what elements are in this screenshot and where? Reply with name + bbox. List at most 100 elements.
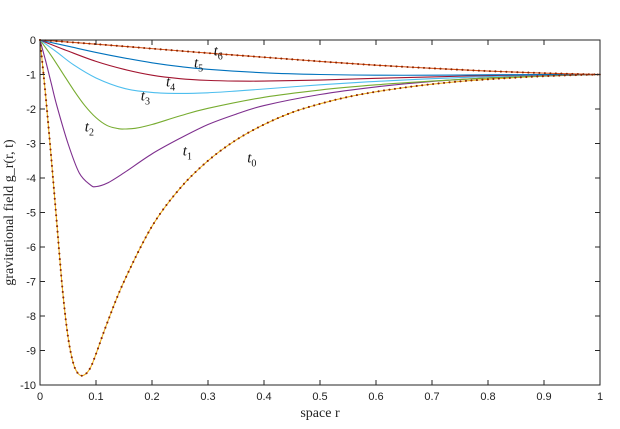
series-marker-t6 xyxy=(527,71,530,74)
series-marker-t6 xyxy=(576,72,579,76)
series-marker-t0 xyxy=(410,85,413,88)
series-marker-t0 xyxy=(252,129,255,132)
series-line-t3 xyxy=(39,39,601,95)
series-marker-t6 xyxy=(351,62,354,65)
series-marker-t6 xyxy=(439,67,442,70)
series-marker-t0 xyxy=(47,121,50,124)
series-marker-t0 xyxy=(393,87,396,90)
series-marker-t0 xyxy=(399,87,402,90)
series-marker-t0 xyxy=(56,225,59,228)
series-marker-t6 xyxy=(532,71,535,74)
series-marker-t0 xyxy=(514,76,517,79)
series-marker-t0 xyxy=(437,82,440,85)
series-marker-t0 xyxy=(152,222,155,225)
series-marker-t0 xyxy=(48,137,51,140)
series-marker-t0 xyxy=(40,49,43,52)
series-marker-t6 xyxy=(154,47,157,50)
series-label-t5: t5 xyxy=(194,56,203,75)
series-marker-t0 xyxy=(62,296,65,299)
series-marker-t6 xyxy=(488,70,491,73)
x-tick-label: 0.9 xyxy=(536,391,551,403)
series-marker-t6 xyxy=(368,63,371,66)
series-marker-t6 xyxy=(280,57,283,60)
series-marker-t0 xyxy=(49,153,53,157)
series-marker-t6 xyxy=(181,50,184,53)
series-marker-t0 xyxy=(286,112,290,115)
series-marker-t6 xyxy=(560,72,563,75)
y-tick-label: -1 xyxy=(26,70,36,82)
series-marker-t0 xyxy=(76,371,79,374)
series-marker-t6 xyxy=(187,50,190,53)
series-marker-t0 xyxy=(242,134,245,137)
series-marker-t0 xyxy=(104,326,107,329)
series-marker-t0 xyxy=(129,265,132,268)
x-tick-label: 0.6 xyxy=(368,391,383,403)
series-marker-t0 xyxy=(190,174,193,177)
series-marker-t0 xyxy=(194,170,197,174)
series-marker-t0 xyxy=(247,131,250,134)
series-marker-t6 xyxy=(587,73,590,76)
series-marker-t6 xyxy=(324,60,327,63)
series-marker-t0 xyxy=(486,78,489,81)
series-marker-t0 xyxy=(382,89,386,92)
series-marker-t0 xyxy=(48,142,52,146)
series-marker-t0 xyxy=(96,347,100,350)
series-marker-t6 xyxy=(126,45,129,48)
series-marker-t0 xyxy=(43,82,46,85)
series-marker-t6 xyxy=(406,65,409,69)
series-label-t2: t2 xyxy=(85,119,94,138)
series-marker-t6 xyxy=(241,54,244,57)
series-marker-t0 xyxy=(57,247,60,250)
plot-area-frame xyxy=(39,39,601,386)
series-marker-t6 xyxy=(247,55,250,58)
x-axis-ticks: 0 0.1 0.2 0.3 0.4 0.5 0.6 0.7 0.8 0.9 1 xyxy=(37,40,603,403)
series-marker-t6 xyxy=(208,52,212,55)
series-marker-t0 xyxy=(475,79,478,82)
series-marker-t0 xyxy=(355,94,358,97)
series-marker-t0 xyxy=(114,301,117,304)
series-marker-t0 xyxy=(313,104,316,107)
series-marker-t6 xyxy=(143,46,146,50)
series-marker-t0 xyxy=(134,255,137,259)
series-marker-t0 xyxy=(580,73,583,76)
series-marker-t6 xyxy=(494,70,497,73)
series-marker-t0 xyxy=(292,110,295,114)
series-marker-t0 xyxy=(70,356,73,359)
series-marker-t0 xyxy=(102,331,105,334)
series-marker-t0 xyxy=(54,208,57,211)
series-marker-t0 xyxy=(334,98,337,101)
series-marker-t0 xyxy=(55,219,58,222)
y-tick-label: -3 xyxy=(26,139,36,151)
series-marker-t0 xyxy=(442,81,446,84)
series-marker-t0 xyxy=(132,260,135,263)
series-label-base: t xyxy=(183,144,188,160)
y-tick-label: -2 xyxy=(26,104,36,116)
series-marker-t0 xyxy=(233,140,236,143)
series-line-t4 xyxy=(39,39,601,82)
series-label-subscript: 2 xyxy=(89,127,94,138)
series-marker-t0 xyxy=(72,361,75,364)
series-marker-t0 xyxy=(432,82,435,86)
series-marker-t6 xyxy=(357,62,360,66)
series-label-base: t xyxy=(166,75,171,91)
series-marker-t0 xyxy=(377,90,380,93)
series-marker-t6 xyxy=(236,54,239,57)
series-marker-t0 xyxy=(125,275,128,278)
series-marker-t6 xyxy=(66,40,69,44)
series-marker-t0 xyxy=(112,306,115,309)
series-marker-t0 xyxy=(67,340,70,343)
series-marker-t6 xyxy=(159,48,162,51)
series-marker-t0 xyxy=(525,76,528,79)
series-marker-t6 xyxy=(433,67,437,70)
series-marker-t0 xyxy=(40,55,43,58)
series-marker-t0 xyxy=(186,178,189,181)
y-tick-label: -4 xyxy=(26,173,36,185)
series-marker-t6 xyxy=(379,64,382,67)
series-label-subscript: 0 xyxy=(251,158,256,169)
series-marker-t0 xyxy=(53,197,56,200)
series-marker-t6 xyxy=(329,61,332,64)
series-marker-t6 xyxy=(450,68,453,71)
y-tick-label: -7 xyxy=(26,277,36,289)
series-marker-t0 xyxy=(65,323,68,326)
series-marker-t0 xyxy=(58,258,61,261)
